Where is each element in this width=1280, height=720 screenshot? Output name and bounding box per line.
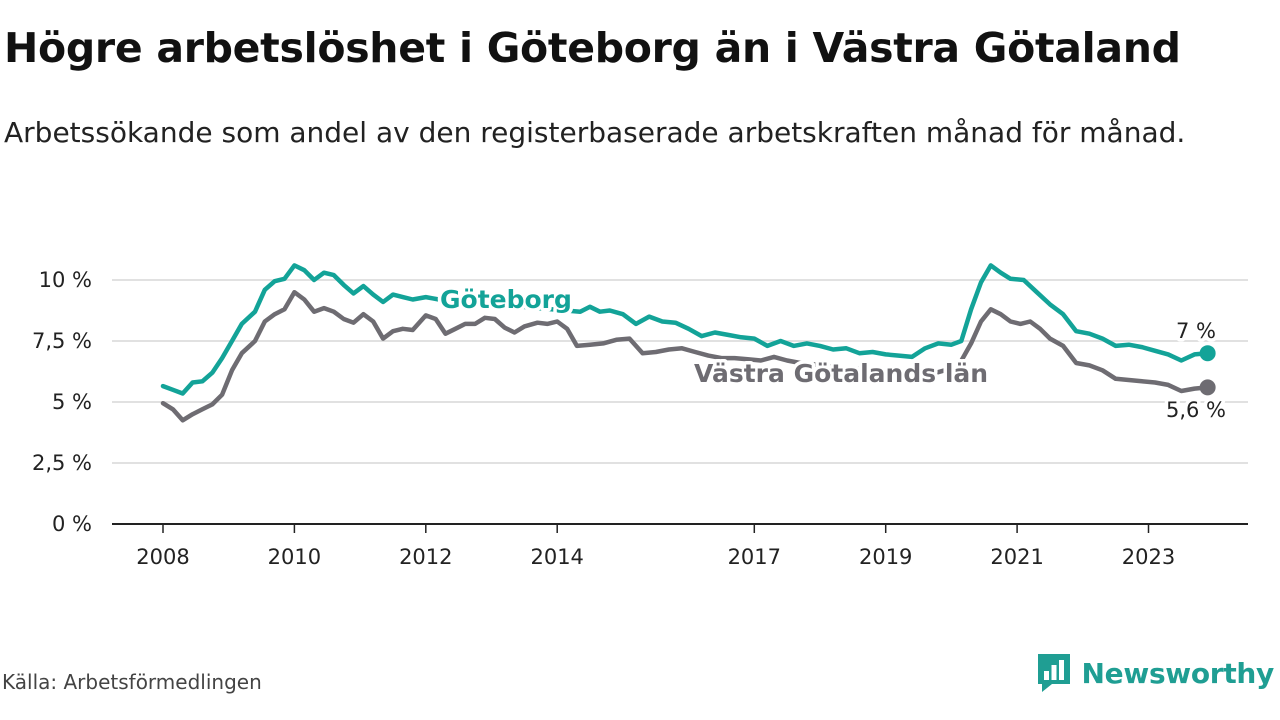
x-tick-label: 2012 xyxy=(399,545,452,569)
chart-subtitle: Arbetssökande som andel av den registerb… xyxy=(4,116,1186,149)
series xyxy=(160,263,1216,423)
end-point-vgl xyxy=(1199,379,1216,396)
y-tick-label: 5 % xyxy=(52,390,92,414)
newsworthy-logo[interactable]: Newsworthy xyxy=(1036,652,1274,694)
y-tick-label: 2,5 % xyxy=(32,451,92,475)
y-tick-label: 0 % xyxy=(52,512,92,536)
y-tick-label: 10 % xyxy=(39,268,92,292)
x-tick-label: 2008 xyxy=(136,545,189,569)
newsworthy-brand-name: Newsworthy xyxy=(1081,656,1275,690)
chart-title: Högre arbetslöshet i Göteborg än i Västr… xyxy=(4,24,1181,72)
x-tick-label: 2017 xyxy=(728,545,781,569)
x-tick-label: 2023 xyxy=(1122,545,1175,569)
y-tick-label: 7,5 % xyxy=(32,329,92,353)
x-tick-label: 2010 xyxy=(268,545,321,569)
end-point-goteborg xyxy=(1199,345,1216,362)
x-tick-label: 2021 xyxy=(990,545,1043,569)
source-note: Källa: Arbetsförmedlingen xyxy=(2,670,262,694)
x-tick-label: 2019 xyxy=(859,545,912,569)
series-line-goteborg xyxy=(160,263,1210,396)
labels: Göteborg Västra Götalands län 7 % 5,6 % xyxy=(437,282,1230,426)
x-tick-label: 2014 xyxy=(530,545,583,569)
end-value-goteborg: 7 % xyxy=(1176,319,1216,343)
x-axis-ticks: 2008 2010 2012 2014 2017 2019 2021 2023 xyxy=(136,524,1175,569)
end-value-vgl: 5,6 % xyxy=(1166,398,1226,422)
y-axis-ticks: 0 % 2,5 % 5 % 7,5 % 10 % xyxy=(32,268,92,536)
series-label-vgl: Västra Götalands län xyxy=(694,359,988,388)
series-label-goteborg: Göteborg xyxy=(440,285,572,314)
newsworthy-logo-icon xyxy=(1037,654,1070,692)
gridlines xyxy=(112,279,1248,525)
series-line-vgl xyxy=(160,289,1210,423)
